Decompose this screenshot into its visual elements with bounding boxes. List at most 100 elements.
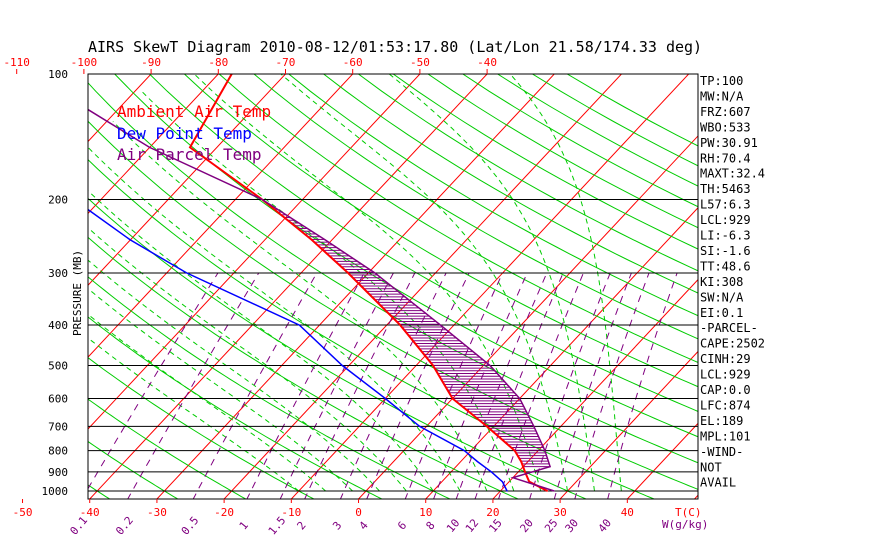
mixing-ratio-tick-label: 10 <box>444 516 462 535</box>
mixing-ratio-line <box>192 272 318 499</box>
bottom-temp-tick-label: 10 <box>419 506 432 519</box>
pressure-tick-label: 1000 <box>42 485 69 498</box>
series-point <box>189 146 191 149</box>
stat-item: MAXT:32.4 <box>700 167 765 181</box>
moist-adiabat-line <box>88 259 380 492</box>
stat-item: CAP:0.0 <box>700 383 751 397</box>
top-temp-tick-label: -60 <box>343 56 363 69</box>
stat-item: SW:N/A <box>700 290 744 304</box>
series-line-ambient <box>188 74 548 492</box>
series-point <box>533 425 535 428</box>
series-point <box>514 449 516 452</box>
mixing-ratio-line <box>553 272 632 499</box>
isotherm-line <box>156 74 555 499</box>
mixing-ratio-line <box>529 272 611 499</box>
moist-adiabat-line <box>388 74 595 492</box>
isotherm-line <box>357 135 698 499</box>
dry-adiabat-line <box>88 398 247 499</box>
bottom-temp-tick-label: 40 <box>621 506 634 519</box>
series-point <box>506 490 508 492</box>
bottom-temp-tick-label: -10 <box>281 506 301 519</box>
isotherm-line <box>88 74 421 430</box>
pressure-tick-label: 800 <box>48 445 68 458</box>
series-point <box>486 425 488 428</box>
series-point <box>374 272 376 274</box>
stat-item: TH:5463 <box>700 182 751 196</box>
bottom-temp-tick-label: -50 <box>13 506 33 519</box>
series-point <box>1 147 2 148</box>
dry-adiabat-line <box>88 484 111 499</box>
series-point <box>501 481 503 483</box>
top-temp-tick-label: -50 <box>410 56 430 69</box>
stat-item: L57:6.3 <box>700 198 751 212</box>
series-point <box>419 425 421 428</box>
legend-parcel: Air Parcel Temp <box>117 145 262 164</box>
stat-item: WBO:533 <box>700 120 751 134</box>
mixing-ratio-line <box>404 272 504 499</box>
series-point <box>324 239 326 241</box>
mixing-ratio-tick-label: 15 <box>486 516 504 535</box>
series-point <box>298 324 300 326</box>
isotherm-line <box>89 74 488 499</box>
series-point <box>524 471 526 473</box>
series-point <box>30 73 31 74</box>
mixing-ratio-tick-label: 30 <box>563 516 581 535</box>
dry-adiabat-line <box>358 74 698 272</box>
legend-ambient: Ambient Air Temp <box>117 102 271 121</box>
moist-adiabat-line <box>88 147 461 492</box>
legend-dewpoint: Dew Point Temp <box>117 124 252 143</box>
pressure-tick-label: 200 <box>48 194 68 207</box>
top-temp-tick-label: -70 <box>276 56 296 69</box>
series-point <box>451 397 454 400</box>
isotherm-line <box>559 350 698 499</box>
bottom-temp-tick-label: -30 <box>147 506 167 519</box>
moist-adiabat-line <box>88 287 353 492</box>
stat-item: -PARCEL- <box>700 321 758 335</box>
bottom-temp-tick-label: 0 <box>355 506 362 519</box>
dry-adiabat-line <box>88 440 179 499</box>
moist-adiabat-line <box>112 121 488 492</box>
mixing-ratio-line <box>455 272 548 499</box>
top-temp-tick-label: -40 <box>477 56 497 69</box>
bottom-temp-tick-label: -20 <box>214 506 234 519</box>
bottom-temp-tick-label: 30 <box>553 506 566 519</box>
mixing-ratio-tick-label: 1 <box>237 519 251 532</box>
series-point <box>512 477 514 479</box>
stat-item: PW:30.91 <box>700 136 758 150</box>
top-temp-tick-label: -90 <box>141 56 161 69</box>
top-temp-tick-label: -100 <box>71 56 98 69</box>
mixing-ratio-line <box>88 272 219 490</box>
series-point <box>439 324 442 326</box>
series-point <box>528 481 530 483</box>
pressure-tick-label: 700 <box>48 420 68 433</box>
stat-item: MPL:101 <box>700 429 751 443</box>
dry-adiabat-line <box>88 158 656 499</box>
y-axis-label: PRESSURE (MB) <box>71 250 84 336</box>
mixing-ratio-tick-label: 3 <box>330 519 344 532</box>
isotherm-line <box>88 74 219 215</box>
dry-adiabat-line <box>149 74 698 412</box>
series-point <box>520 460 522 463</box>
stat-item: EL:189 <box>700 414 743 428</box>
stat-item: AVAIL <box>700 476 736 490</box>
series-point <box>347 272 349 274</box>
series-point <box>129 239 131 241</box>
series-point <box>549 466 551 468</box>
plot-frame <box>87 73 699 500</box>
stat-item: CINH:29 <box>700 352 751 366</box>
chart-title: AIRS SkewT Diagram 2010-08-12/01:53:17.8… <box>88 38 702 56</box>
series-point <box>463 449 465 452</box>
dry-adiabat-line <box>88 357 315 499</box>
mixing-ratio-tick-label: 40 <box>596 516 614 535</box>
pressure-tick-label: 300 <box>48 267 68 280</box>
moist-adiabat-line <box>88 190 434 492</box>
isotherm-line <box>492 278 698 499</box>
mixing-ratio-tick-label: 25 <box>542 516 560 535</box>
series-point <box>519 397 521 400</box>
mixing-ratio-tick-label: 2 <box>294 519 308 532</box>
series-point <box>149 146 151 149</box>
moist-adiabat-line <box>509 74 622 492</box>
series-point <box>341 364 343 367</box>
bottom-temp-tick-label: 20 <box>486 506 499 519</box>
stat-item: CAPE:2502 <box>700 337 765 351</box>
